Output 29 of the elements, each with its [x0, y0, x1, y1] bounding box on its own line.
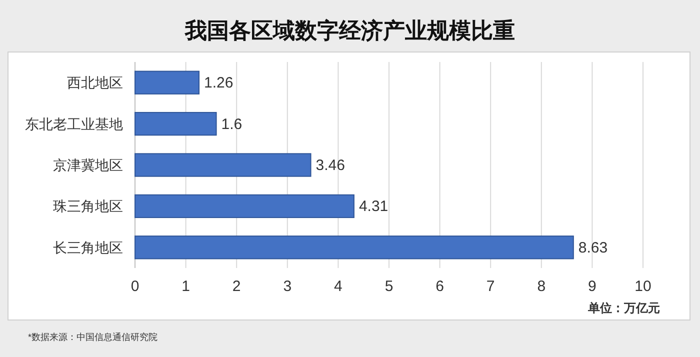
y-tick-label: 京津冀地区	[53, 157, 123, 173]
bar	[134, 194, 354, 218]
bar	[134, 153, 312, 177]
x-tick-label: 5	[384, 278, 394, 295]
x-axis-title: 单位：万亿元	[587, 301, 660, 315]
bar	[134, 70, 200, 94]
x-tick-label: 6	[436, 278, 444, 295]
bar	[134, 236, 574, 260]
x-tick-label: 7	[486, 278, 495, 295]
y-tick-label: 长三角地区	[53, 239, 123, 256]
x-tick-label: 4	[334, 278, 342, 295]
y-tick-label: 东北老工业基地	[25, 116, 123, 132]
text: *数据来源：中国信息通信研究院	[28, 332, 158, 342]
data-label: 1.6	[221, 116, 242, 133]
x-tick-label: 10	[634, 278, 652, 295]
y-tick-label: 珠三角地区	[53, 198, 123, 214]
bar	[134, 112, 217, 136]
x-tick-label: 2	[232, 278, 241, 295]
x-tick-label: 0	[130, 278, 140, 295]
y-tick-label: 西北地区	[67, 74, 123, 91]
chart-title: 我国各区域数字经济产业规模比重	[184, 18, 515, 43]
data-label: 4.31	[358, 198, 388, 216]
data-label: 3.46	[316, 157, 345, 174]
x-tick-label: 1	[182, 278, 190, 295]
x-tick-label: 9	[588, 278, 596, 295]
data-label: 1.26	[204, 74, 234, 92]
x-tick-label: 3	[283, 278, 292, 295]
x-tick-label: 8	[537, 278, 546, 295]
data-label: 8.63	[578, 239, 608, 256]
